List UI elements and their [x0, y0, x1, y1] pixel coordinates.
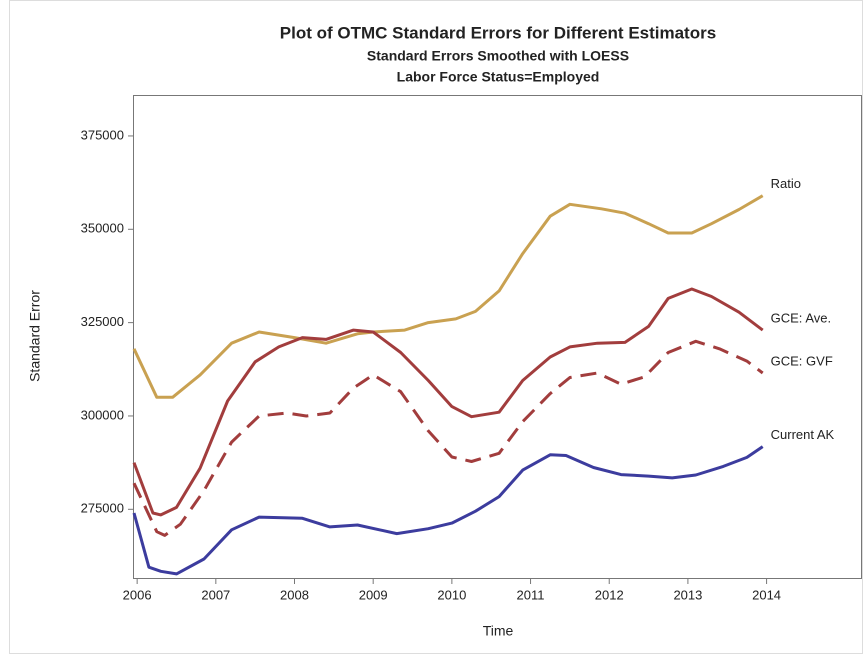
x-tick-label: 2011 — [517, 587, 545, 602]
y-tick-label: 325000 — [81, 314, 124, 329]
plot-frame — [133, 95, 862, 579]
x-tick-label: 2014 — [752, 587, 781, 602]
chart-title: Plot of OTMC Standard Errors for Differe… — [280, 23, 716, 42]
x-tick-label: 2013 — [673, 587, 702, 602]
series-line — [132, 339, 764, 537]
series-label: Ratio — [771, 176, 801, 191]
x-tick-label: 2008 — [280, 587, 309, 602]
chart-subtitle: Labor Force Status=Employed — [397, 69, 600, 85]
series-line — [132, 287, 764, 517]
y-tick-label: 375000 — [81, 127, 124, 142]
x-tick-label: 2012 — [595, 587, 624, 602]
series-line — [132, 194, 764, 399]
y-tick-label: 300000 — [81, 407, 124, 422]
series-label: GCE: Ave. — [771, 311, 831, 326]
x-tick-label: 2010 — [437, 587, 466, 602]
figure-border — [9, 0, 863, 654]
series-label: Current AK — [771, 427, 835, 442]
x-axis-label: Time — [483, 623, 514, 639]
x-tick-label: 2007 — [201, 587, 230, 602]
series-label: GCE: GVF — [771, 353, 833, 368]
chart-subtitle: Standard Errors Smoothed with LOESS — [367, 48, 629, 64]
x-tick-label: 2006 — [123, 587, 152, 602]
y-tick-label: 350000 — [81, 221, 124, 236]
series-line — [132, 445, 764, 576]
y-axis-label: Standard Error — [27, 290, 43, 382]
x-tick-label: 2009 — [359, 587, 388, 602]
y-tick-label: 275000 — [81, 501, 124, 516]
